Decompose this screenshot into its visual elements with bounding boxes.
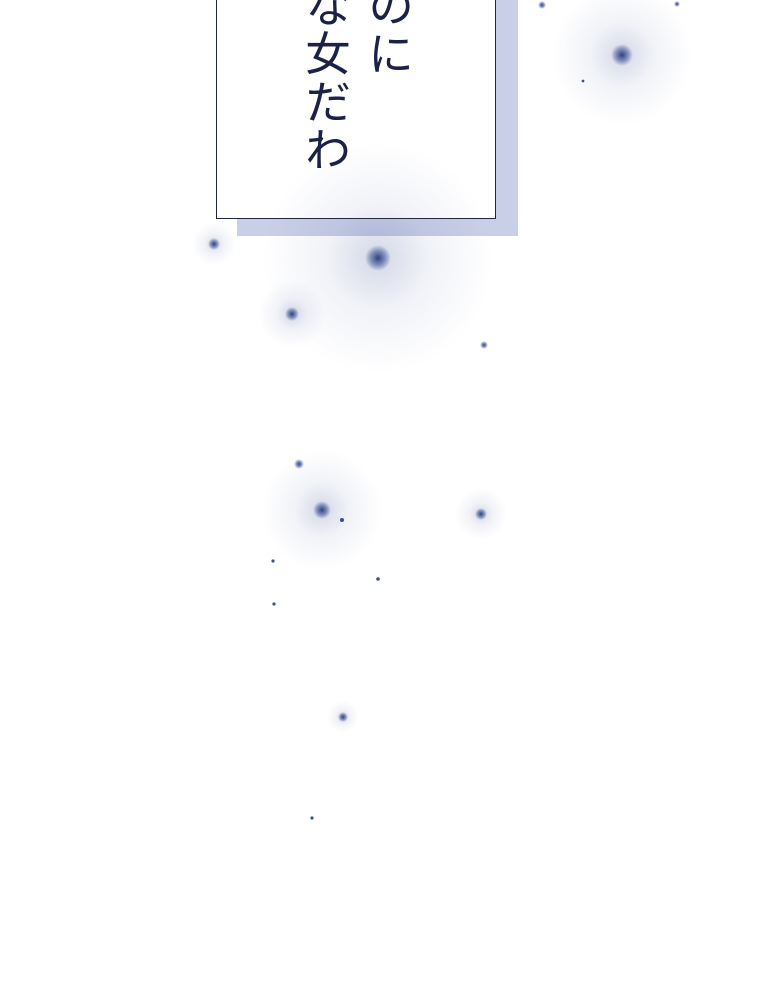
star-sparkle-icon [272, 602, 276, 606]
star-sparkle-icon [271, 559, 275, 563]
star-sparkle-icon [674, 1, 680, 7]
star-sparkle-icon [313, 501, 331, 519]
star-sparkle-icon [581, 79, 585, 83]
star-sparkle-icon [338, 712, 348, 722]
star-sparkle-icon [480, 341, 488, 349]
star-sparkle-icon [365, 245, 391, 271]
star-sparkle-icon [475, 508, 487, 520]
star-sparkle-icon [376, 577, 380, 581]
star-sparkle-icon [611, 44, 633, 66]
star-sparkle-icon [538, 1, 546, 9]
caption-text-column-1: のに [361, 0, 415, 78]
star-sparkle-icon [340, 518, 344, 522]
star-sparkle-icon [208, 238, 220, 250]
star-sparkle-icon [285, 307, 299, 321]
star-sparkle-icon [310, 816, 314, 820]
caption-text-column-2: な女だわ [298, 0, 352, 174]
star-sparkle-icon [294, 459, 304, 469]
